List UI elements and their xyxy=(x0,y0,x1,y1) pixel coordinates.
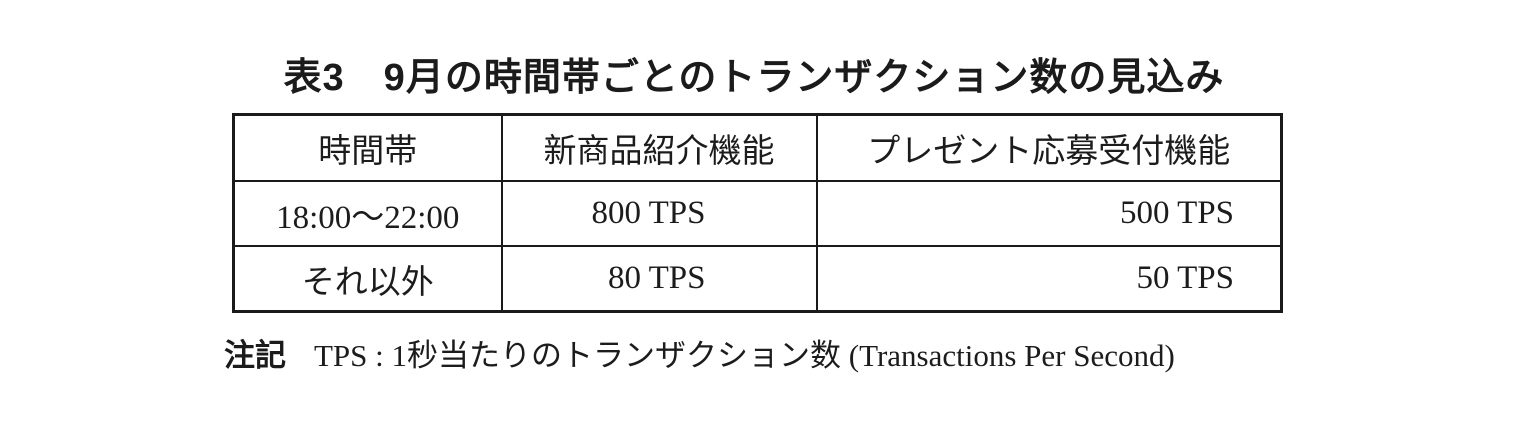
table-header-row: 時間帯 新商品紹介機能 プレゼント応募受付機能 xyxy=(232,113,1283,182)
header-new-product-intro-function: 新商品紹介機能 xyxy=(500,113,818,182)
header-present-application-function: プレゼント応募受付機能 xyxy=(815,113,1283,182)
cell-present-application-tps-other: 50 TPS xyxy=(815,245,1283,313)
table-row: それ以外 80 TPS 50 TPS xyxy=(232,245,1283,313)
footnote-text: TPS : 1秒当たりのトランザクション数 (Transactions Per … xyxy=(314,338,1175,373)
cell-time-band-peak: 18:00～22:00 xyxy=(232,180,503,247)
footnote: 注記 TPS : 1秒当たりのトランザクション数 (Transactions Pe… xyxy=(224,330,1175,375)
cell-new-product-tps-peak: 800 TPS xyxy=(500,180,818,247)
cell-new-product-tps-other: 80 TPS xyxy=(500,245,818,313)
table-caption: 表3 9月の時間帯ごとのトランザクション数の見込み xyxy=(283,57,1225,99)
transactions-table: 時間帯 新商品紹介機能 プレゼント応募受付機能 18:00～22:00 800 … xyxy=(232,113,1283,313)
footnote-label: 注記 xyxy=(224,338,286,373)
cell-time-band-other: それ以外 xyxy=(232,245,503,313)
table-row: 18:00～22:00 800 TPS 500 TPS xyxy=(232,180,1283,247)
cell-present-application-tps-peak: 500 TPS xyxy=(815,180,1283,247)
header-time-band: 時間帯 xyxy=(232,113,503,182)
